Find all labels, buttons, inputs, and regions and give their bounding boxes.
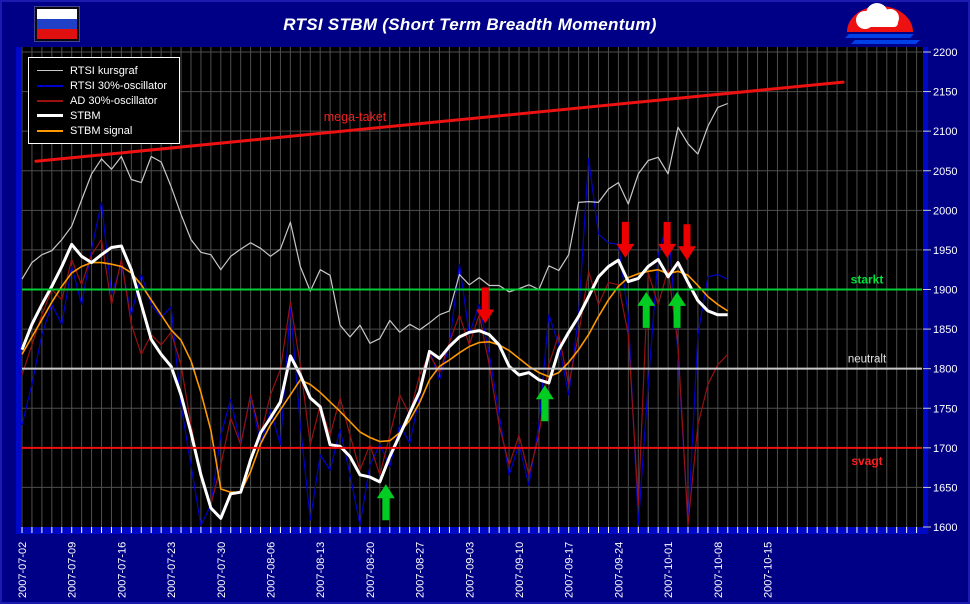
- x-axis-label: 2007-09-17: [564, 542, 576, 598]
- trend-line-label: mega-taket: [324, 110, 387, 124]
- x-axis-label: 2007-07-23: [166, 542, 178, 598]
- buy-signal-arrow: [376, 484, 395, 521]
- sell-signal-arrow: [476, 287, 495, 324]
- x-axis-label: 2007-10-08: [713, 542, 725, 598]
- y-axis-label: 1900: [933, 285, 957, 297]
- y-axis-label: 2200: [933, 47, 957, 59]
- y-axis-label: 2100: [933, 126, 957, 138]
- series-ad-30-oscillator: [21, 239, 729, 526]
- y-axis-label: 1600: [933, 522, 957, 534]
- cloud-sunset-logo-icon: [845, 3, 920, 44]
- legend-item-rtsi-oscillator: RTSI 30%-oscillator: [37, 78, 167, 93]
- chart-legend: RTSI kursgraf RTSI 30%-oscillator AD 30%…: [28, 57, 180, 144]
- header: RTSI STBM (Short Term Breadth Momentum): [0, 0, 970, 47]
- buy-signal-arrow: [668, 291, 687, 328]
- x-axis-label: 2007-08-06: [266, 542, 278, 598]
- x-axis-label: 2007-09-10: [514, 542, 526, 598]
- sell-signal-arrow: [677, 224, 696, 261]
- page-title: RTSI STBM (Short Term Breadth Momentum): [283, 15, 657, 34]
- legend-line-swatch: [37, 70, 63, 71]
- reference-line-label-svagt: svagt: [851, 454, 882, 468]
- trend-line-mega-taket: [34, 80, 845, 163]
- x-axis-label: 2007-07-30: [216, 542, 228, 598]
- x-axis-label: 2007-07-16: [116, 542, 128, 598]
- y-axis-label: 1850: [933, 324, 957, 336]
- legend-item-stbm-signal: STBM signal: [37, 123, 167, 138]
- series-stbm: [20, 242, 728, 520]
- reference-line-label-starkt: starkt: [851, 273, 884, 287]
- y-axis-label: 1800: [933, 364, 957, 376]
- y-axis-label: 1750: [933, 403, 957, 415]
- y-axis-label: 1950: [933, 245, 957, 257]
- legend-item-ad-oscillator: AD 30%-oscillator: [37, 93, 167, 108]
- series-rtsi-kursgraf: [21, 102, 728, 344]
- y-axis-label: 2150: [933, 87, 957, 99]
- flag-blue-stripe: [37, 19, 77, 29]
- sell-signal-arrow: [658, 221, 677, 258]
- x-axis-label: 2007-09-24: [613, 542, 625, 598]
- x-axis-label: 2007-10-15: [763, 542, 775, 598]
- x-axis-label: 2007-08-13: [315, 542, 327, 598]
- russia-flag-icon: [35, 7, 79, 41]
- series-stbm-signal: [21, 261, 729, 494]
- x-axis-label: 2007-09-03: [464, 542, 476, 598]
- legend-item-rtsi-kursgraf: RTSI kursgraf: [37, 63, 167, 78]
- legend-line-swatch: [37, 99, 63, 102]
- legend-line-swatch: [37, 84, 63, 87]
- legend-line-swatch: [37, 129, 63, 132]
- y-axis-label: 2000: [933, 205, 957, 217]
- axis-frame-bottom: [16, 527, 928, 534]
- buy-signal-arrow: [637, 291, 656, 328]
- x-axis-label: 2007-08-27: [415, 542, 427, 598]
- buy-signal-arrow: [535, 385, 554, 422]
- y-axis-label: 1650: [933, 482, 957, 494]
- sell-signal-arrow: [616, 221, 635, 258]
- flag-red-stripe: [37, 29, 77, 39]
- flag-white-stripe: [37, 9, 77, 19]
- x-axis-label: 2007-07-02: [17, 542, 29, 598]
- x-axis-label: 2007-07-09: [67, 542, 79, 598]
- reference-line-label-neutralt: neutralt: [848, 354, 887, 366]
- legend-item-stbm: STBM: [37, 108, 167, 123]
- x-axis-label: 2007-10-01: [663, 542, 675, 598]
- legend-line-swatch: [37, 114, 63, 117]
- series-rtsi-30-oscillator: [21, 158, 728, 527]
- y-axis-label: 2050: [933, 166, 957, 178]
- y-axis-label: 1700: [933, 443, 957, 455]
- axis-frame-left: [16, 47, 21, 534]
- x-axis-label: 2007-08-20: [365, 542, 377, 598]
- axis-frame-right: [923, 47, 928, 534]
